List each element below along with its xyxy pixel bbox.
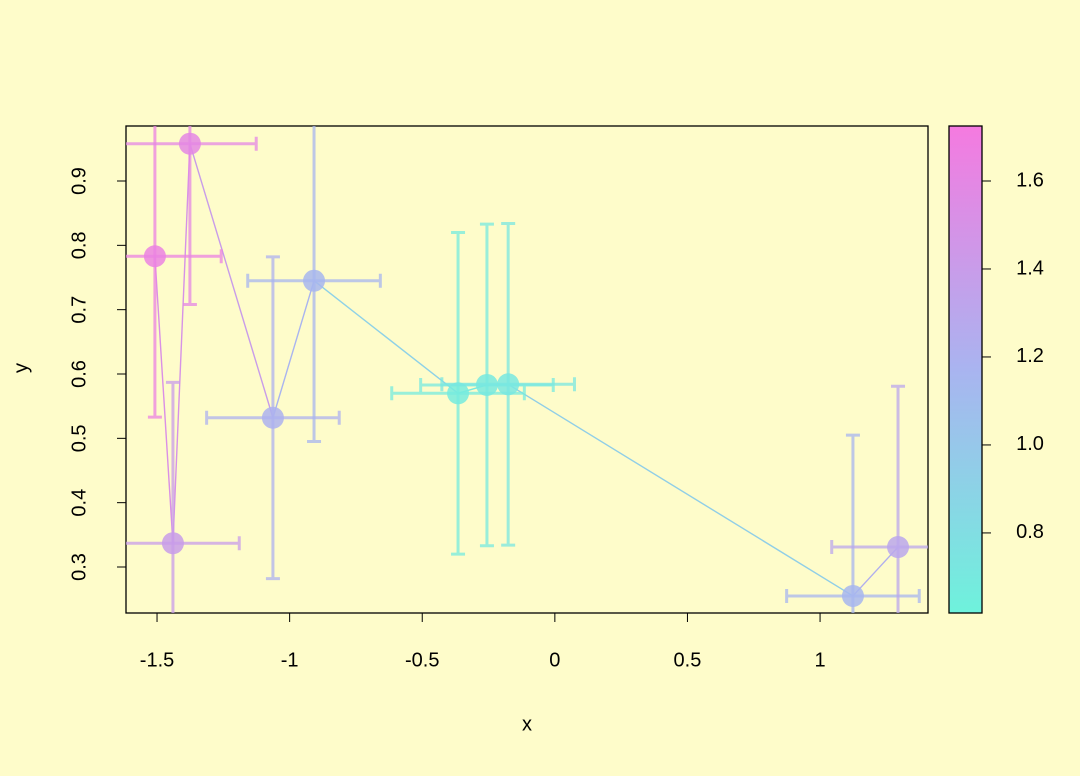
y-tick-label: 0.4: [68, 489, 90, 517]
point: [261, 406, 284, 429]
connector: [154, 256, 174, 544]
point: [447, 382, 470, 405]
y-tick-label: 0.5: [68, 424, 90, 452]
x-axis-label: x: [522, 713, 532, 735]
connector: [172, 143, 191, 544]
connector: [313, 280, 459, 394]
y-tick-label: 0.6: [68, 360, 90, 388]
colorbar-tick-label: 0.8: [1016, 521, 1044, 543]
x-tick-label: -1.5: [140, 649, 174, 671]
point: [841, 584, 864, 607]
x-tick-label: -1: [281, 649, 299, 671]
colorbar-tick-label: 1.2: [1016, 345, 1044, 367]
colorbar-tick-label: 1.0: [1016, 433, 1044, 455]
colorbar: [948, 125, 983, 614]
y-tick-label: 0.8: [68, 231, 90, 259]
point: [143, 245, 166, 268]
colorbar-tick-label: 1.4: [1016, 257, 1044, 279]
plot-frame: [125, 125, 929, 614]
point: [887, 536, 910, 559]
point: [497, 373, 520, 396]
connector: [272, 280, 315, 418]
x-tick-label: 0: [549, 649, 560, 671]
connector: [507, 383, 854, 597]
x-tick-label: 1: [814, 649, 825, 671]
colorbar-tick-label: 1.6: [1016, 169, 1044, 191]
connector: [189, 143, 274, 418]
y-axis-label: y: [10, 363, 32, 373]
plot-area: [126, 126, 928, 613]
point: [161, 532, 184, 555]
point: [178, 132, 201, 155]
point: [303, 269, 326, 292]
connector: [852, 546, 899, 597]
y-tick-label: 0.9: [68, 167, 90, 195]
x-tick-label: 0.5: [674, 649, 702, 671]
x-tick-label: -0.5: [405, 649, 439, 671]
y-tick-label: 0.3: [68, 553, 90, 581]
y-tick-label: 0.7: [68, 296, 90, 324]
